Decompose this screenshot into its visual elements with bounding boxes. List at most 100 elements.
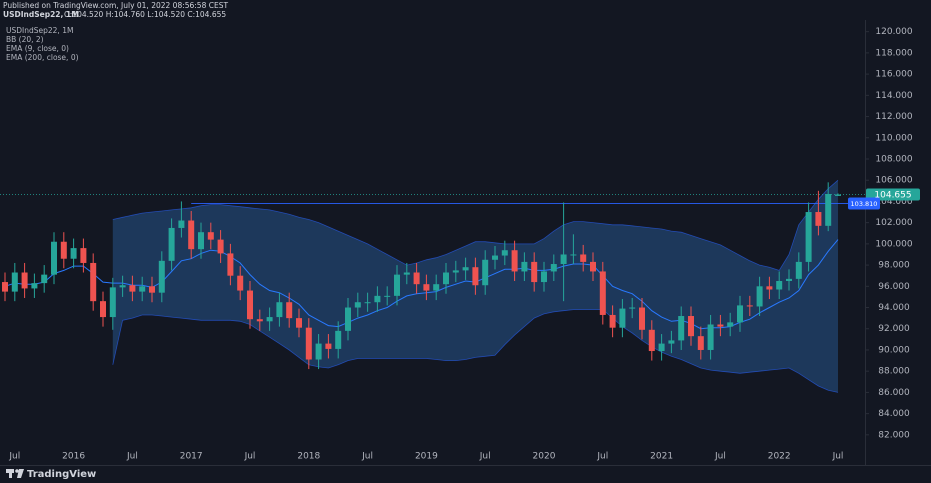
candle-body [354,302,361,308]
legend-item: EMA (9, close, 0) [6,44,69,53]
y-tick-label: 118.000 [875,48,912,58]
candle-body [41,274,48,284]
candle-body [786,278,792,281]
candle-body [60,241,67,259]
candle-body [550,264,557,272]
x-tick-label: Jul [126,452,138,462]
candle-body [403,272,410,275]
band-line [112,179,839,271]
candle-body [590,261,596,272]
header-ohlc: O:104.520 H:104.760 L:104.520 C:104.655 [64,10,226,19]
candle-body [609,314,616,328]
y-tick-label: 86.000 [878,388,910,398]
candle-body [364,302,371,304]
candle-body [756,286,763,307]
candle-body [51,241,57,275]
candle-body [21,272,28,289]
candle-body [80,248,87,263]
candle-body [158,260,165,293]
candle-body [835,194,841,196]
candle-body [707,324,714,350]
x-tick-label: 2020 [533,452,556,462]
candle-body [296,318,302,328]
candle-body [198,232,204,250]
candle-body [668,340,675,344]
candle-body [570,254,577,256]
candle-body [119,285,126,288]
candle-body [413,272,420,285]
x-tick-label: 2017 [180,452,203,462]
candle-body [629,307,636,309]
candle-body [443,272,449,285]
candle-body [256,319,263,322]
candle-body [168,227,175,261]
candle-body [100,301,106,318]
plot-area [0,179,865,393]
candle-body [384,295,391,297]
candle-body [580,254,587,262]
candle-body [825,194,832,226]
candle-body [472,267,479,286]
legend-symbol: USDIndSep22, 1M [6,26,73,35]
price-label: 103.810 [851,200,878,208]
y-tick-label: 116.000 [875,70,912,80]
x-tick-label: Jul [714,452,726,462]
candle-body [149,286,155,293]
candle-body [727,322,734,327]
candle-body [227,253,234,276]
candle-body [521,261,528,272]
x-tick-label: 2022 [768,452,791,462]
candle-body [129,285,136,292]
candle-body [207,232,214,240]
x-tick-label: Jul [361,452,373,462]
candle-body [452,270,459,273]
band-line [112,309,839,393]
candle-body [746,305,753,307]
candle-body [305,327,312,360]
y-tick-label: 108.000 [875,154,912,164]
published: Published on TradingView.com, July 01, 2… [3,1,228,10]
candle-body [795,261,802,279]
candle-body [31,283,38,289]
candle-body [423,284,430,291]
y-tick-label: 104.000 [875,197,912,207]
y-tick-label: 114.000 [875,91,912,101]
x-tick-label: Jul [832,452,844,462]
candle-body [688,316,694,337]
y-tick-label: 120.000 [875,27,912,37]
price-label-box [866,188,920,201]
candle-body [178,220,185,228]
candle-body [374,295,381,303]
candle-body [11,272,18,292]
y-tick-label: 96.000 [878,282,910,292]
price-label-box [848,197,880,210]
candle-body [345,307,351,331]
brand-logo [6,469,24,478]
candle-body [276,302,283,318]
candle-body [648,329,655,352]
x-tick-label: Jul [8,452,20,462]
candle-body [697,336,704,350]
candle-body [815,212,822,226]
candle-body [599,271,606,315]
candle-body [335,330,342,349]
candle-body [394,274,400,296]
y-tick-label: 110.000 [875,133,912,143]
y-tick-label: 92.000 [878,324,910,334]
x-tick-label: 2018 [297,452,320,462]
legend-item: EMA (200, close, 0) [6,53,79,62]
candle-body [325,343,332,349]
candle-body [492,255,498,260]
candle-body [805,212,812,262]
candle-body [188,220,195,250]
legend-item: BB (20, 2) [6,35,44,44]
y-tick-label: 94.000 [878,303,910,313]
candle-body [237,275,244,291]
x-tick-label: 2016 [62,452,85,462]
candle-body [286,302,293,319]
candle-body [217,239,224,254]
candle-body [678,316,685,341]
y-tick-label: 102.000 [875,218,912,228]
candle-body [90,262,97,302]
